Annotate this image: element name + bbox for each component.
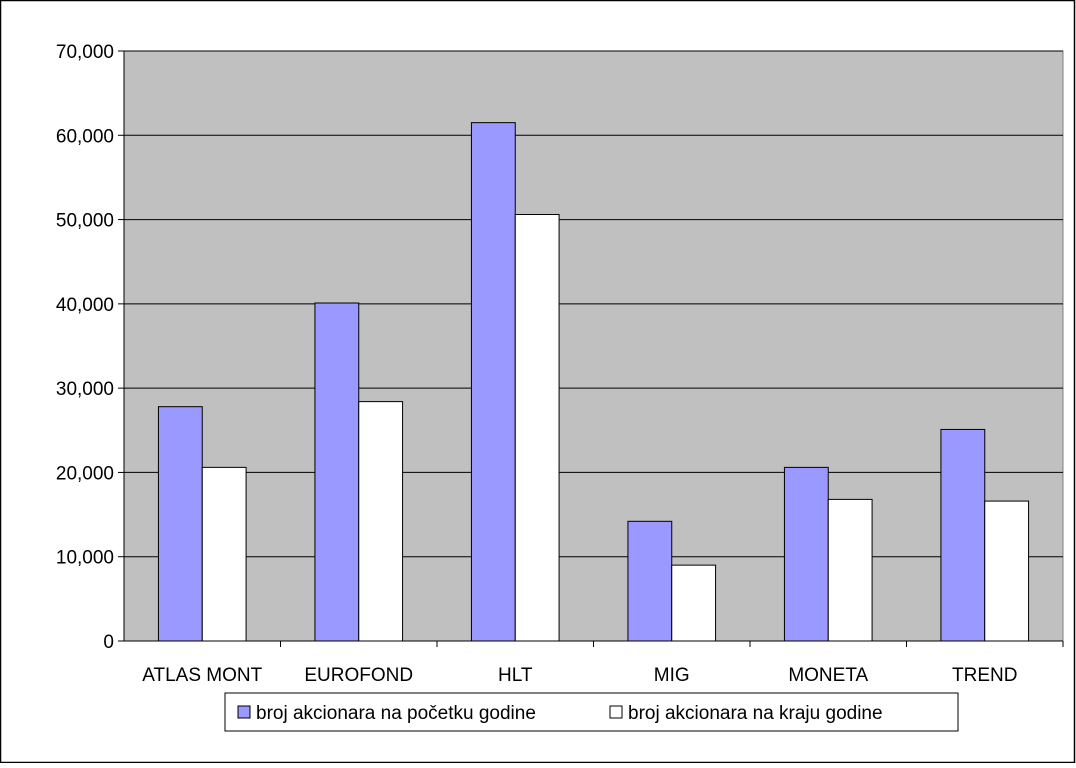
bar-series-1-hlt <box>470 122 516 642</box>
bar-series-1-eurofond <box>314 302 360 642</box>
bar-series-1-moneta <box>783 466 829 642</box>
bar-series-1-mig <box>627 520 673 642</box>
bar-series-2-atlas-mont <box>201 466 247 642</box>
axes: 0 10,000 20,000 30,000 40,000 50,000 60,000 70,… <box>56 42 1064 686</box>
y-tick-label: 10,000 <box>56 548 114 569</box>
x-tick-label: EUROFOND <box>304 665 413 686</box>
y-tick-label: 60,000 <box>56 126 114 147</box>
y-tick-label: 0 <box>103 632 114 653</box>
y-tick-label: 30,000 <box>56 379 114 400</box>
bar-series-2-moneta <box>827 498 873 642</box>
y-tick-label: 50,000 <box>56 211 114 232</box>
legend-swatch-series-2 <box>609 705 623 719</box>
bar-series-2-eurofond <box>358 401 404 642</box>
gridlines <box>124 50 1063 558</box>
x-tick-label: TREND <box>952 665 1017 686</box>
legend: broj akcionara na početku godine broj ak… <box>224 692 959 732</box>
bar-series-2-trend <box>984 500 1030 642</box>
bar-series-1-atlas-mont <box>157 406 203 642</box>
y-tick-label: 40,000 <box>56 295 114 316</box>
x-tick-label: MONETA <box>788 665 868 686</box>
y-tick-label: 20,000 <box>56 463 114 484</box>
x-tick-label: MIG <box>654 665 690 686</box>
bar-series-1-trend <box>940 428 986 642</box>
plot-area <box>123 50 1064 642</box>
legend-label-series-2: broj akcionara na kraju godine <box>628 703 883 724</box>
x-tick-label: ATLAS MONT <box>142 665 262 686</box>
legend-box <box>224 692 959 732</box>
x-tick-label: HLT <box>498 665 533 686</box>
bars <box>157 122 1030 642</box>
legend-swatch-series-1 <box>237 705 251 719</box>
y-tick-label: 70,000 <box>56 42 114 63</box>
legend-label-series-1: broj akcionara na početku godine <box>256 703 536 724</box>
bar-series-2-hlt <box>514 214 560 642</box>
bar-series-2-mig <box>671 564 717 642</box>
